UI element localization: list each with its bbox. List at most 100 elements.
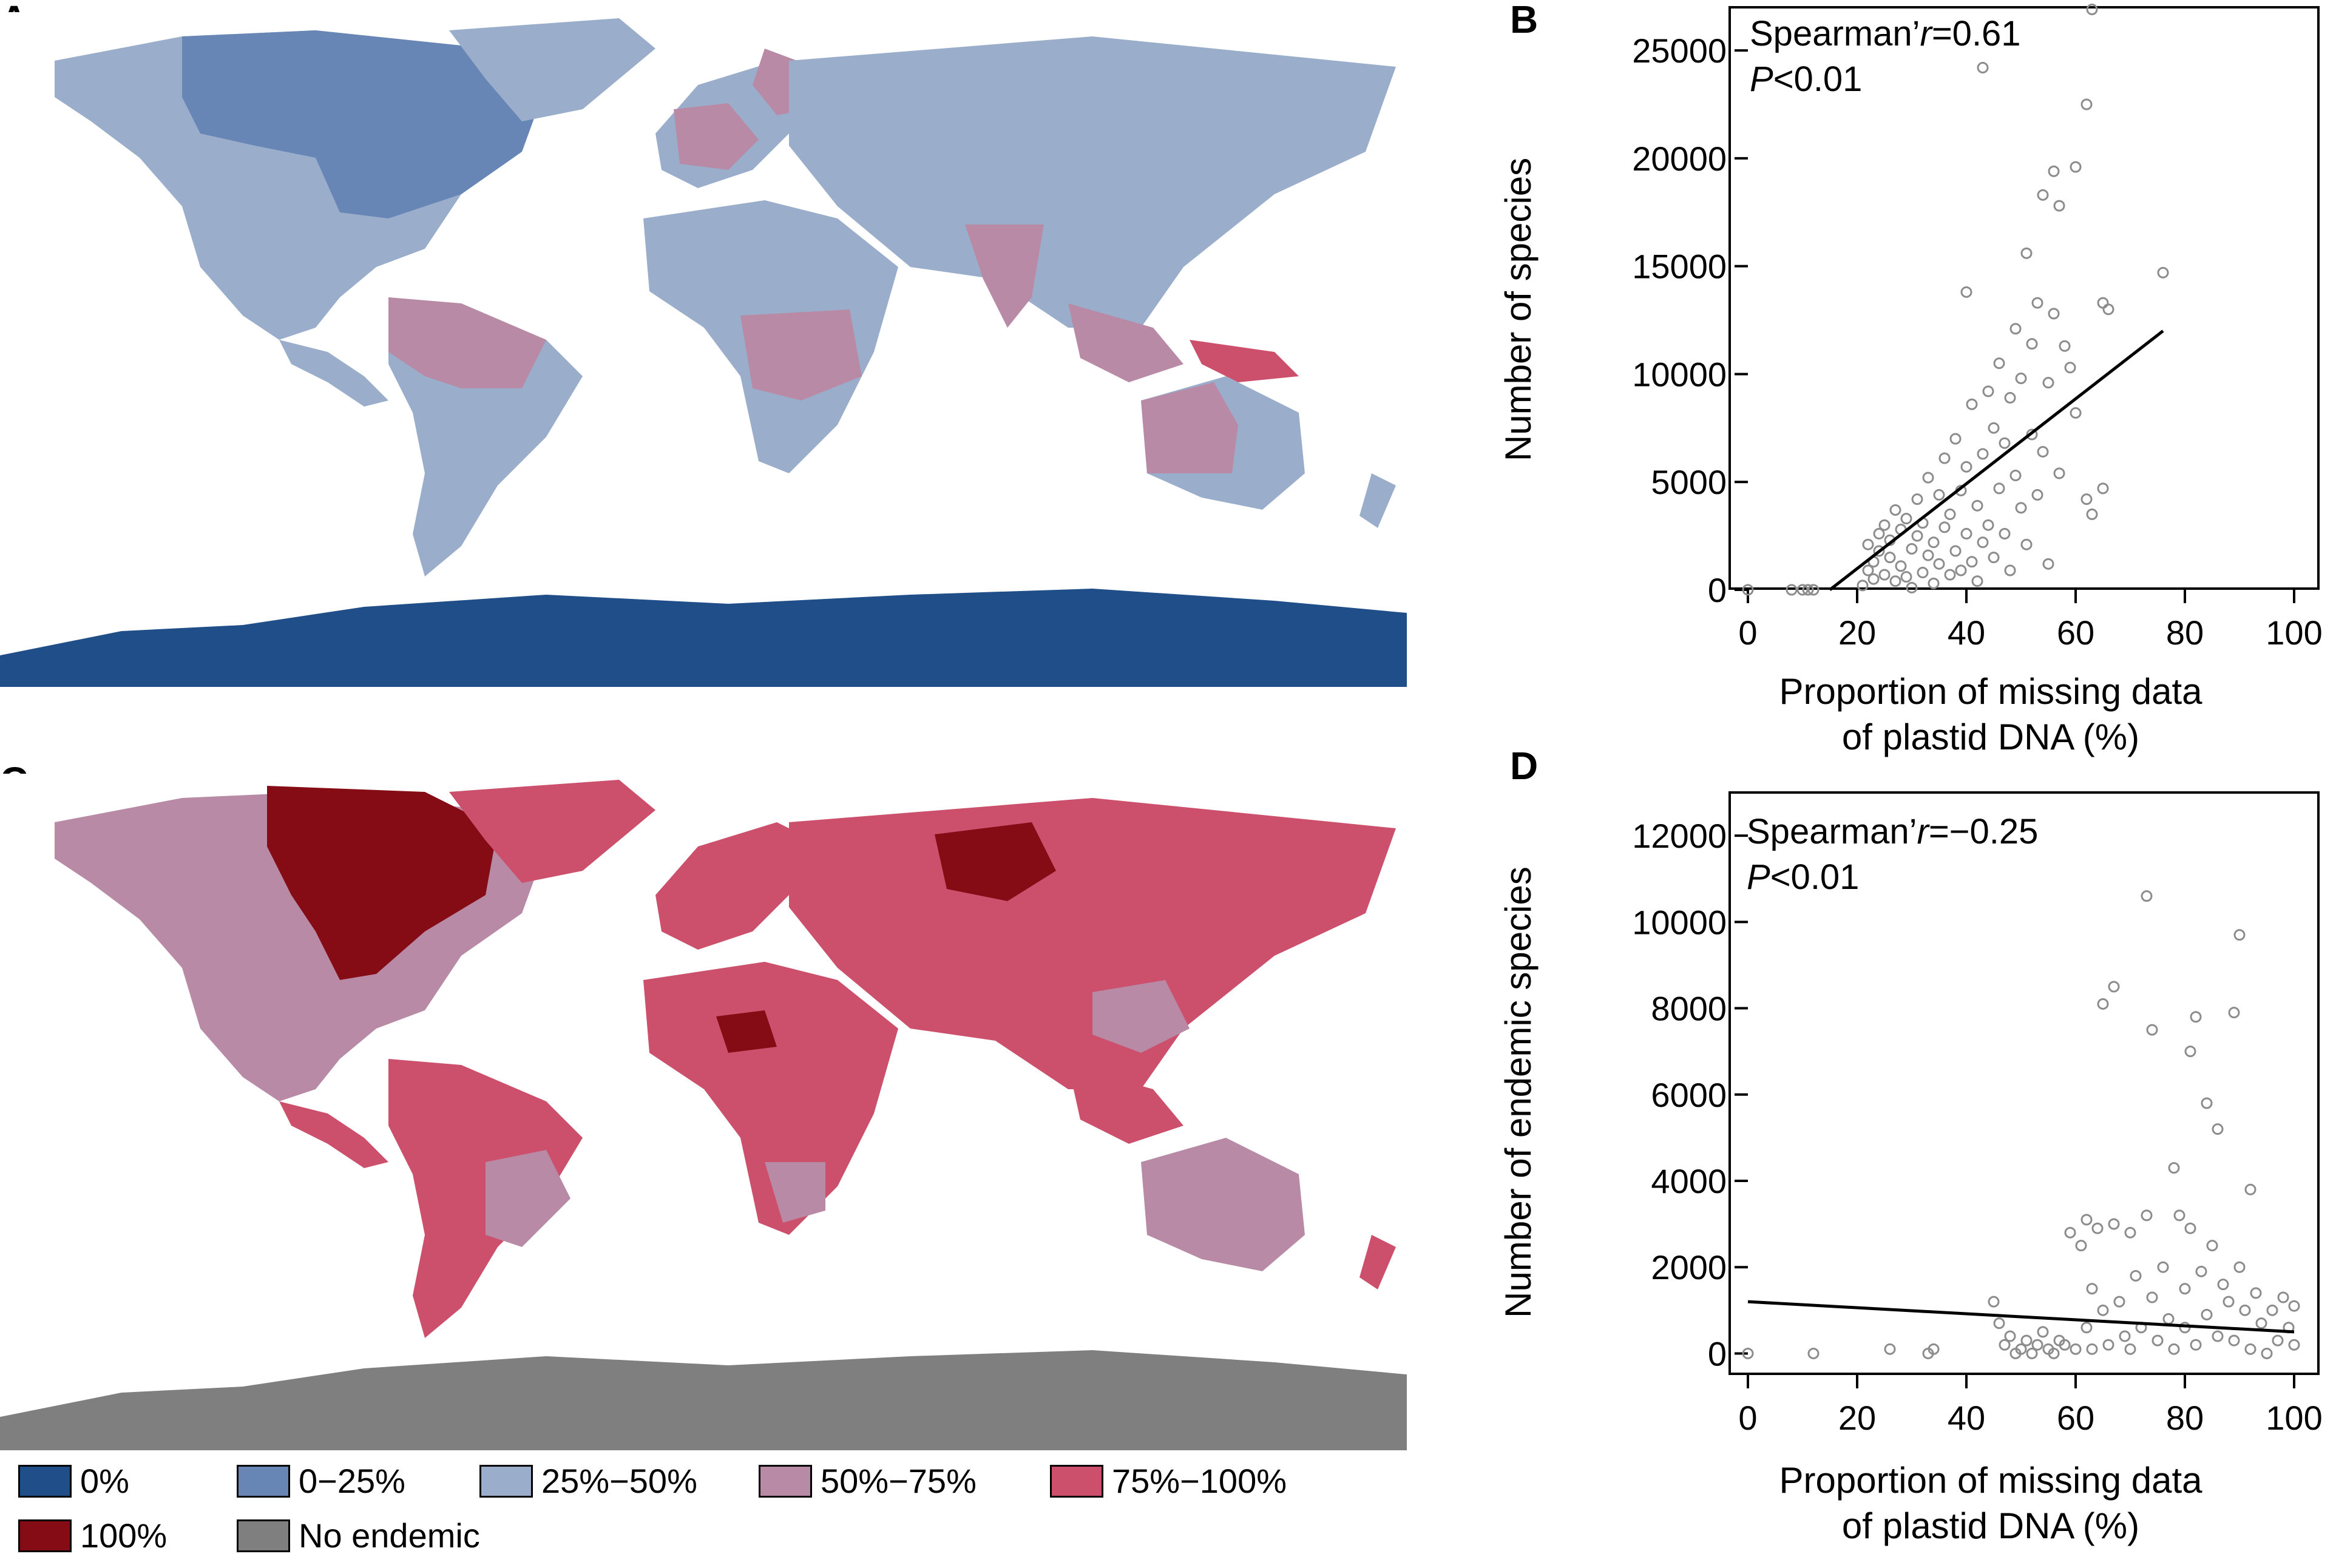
- chart-b-point-77: [2053, 467, 2065, 479]
- chart-d-point-46: [2168, 1343, 2180, 1355]
- legend-swatch-0: [18, 1464, 72, 1498]
- legend-swatch-6: [237, 1519, 290, 1552]
- chart-b-point-65: [2020, 538, 2033, 550]
- chart-b-fit-line: [1829, 329, 2164, 591]
- chart-b-point-58: [2004, 392, 2016, 404]
- map-a-india: [965, 225, 1044, 328]
- chart-b-point-24: [1911, 530, 1923, 542]
- map-a-asia: [789, 36, 1396, 328]
- chart-d-xtick-label-3: 60: [2057, 1399, 2094, 1437]
- chart-d-point-25: [2086, 1343, 2098, 1355]
- chart-b-point-57: [1999, 437, 2011, 449]
- map-c-antarctica: [0, 1350, 1407, 1450]
- map-c-greenland: [449, 780, 655, 883]
- chart-d-point-70: [2255, 1317, 2267, 1330]
- chart-b-point-64: [2020, 247, 2033, 259]
- chart-d-annotation-r: Spearman’r=−0.25: [1747, 812, 2038, 851]
- chart-b-point-62: [2015, 502, 2027, 514]
- chart-b-ytick-label-5: 25000: [1632, 32, 1727, 70]
- chart-d-ytick-label-1: 2000: [1651, 1248, 1727, 1286]
- legend-item-0: 0%: [18, 1461, 129, 1501]
- chart-b-point-69: [2031, 297, 2043, 309]
- legend-item-3: 50%−75%: [759, 1461, 977, 1501]
- chart-d-point-13: [2031, 1339, 2043, 1351]
- chart-b-point-22: [1906, 542, 1918, 555]
- chart-b-point-75: [2048, 308, 2060, 320]
- chart-b-point-21: [1900, 513, 1912, 525]
- chart-b-point-9: [1867, 573, 1880, 585]
- chart-b-point-73: [2042, 558, 2054, 570]
- chart-b-point-16: [1889, 575, 1901, 587]
- map-c-asia: [789, 798, 1396, 1089]
- chart-d-xtick-label-2: 40: [1948, 1399, 1985, 1437]
- chart-d-point-60: [2217, 1279, 2229, 1291]
- chart-d-point-14: [2037, 1326, 2049, 1338]
- chart-b-point-12: [1878, 569, 1891, 581]
- chart-b-point-39: [1949, 433, 1962, 445]
- chart-d-point-1: [1807, 1347, 1820, 1359]
- chart-d-ylabel: Number of endemic species: [1498, 867, 1539, 1318]
- chart-d-point-55: [2201, 1097, 2213, 1109]
- chart-b-point-72: [2042, 377, 2054, 389]
- chart-d-point-68: [2244, 1343, 2256, 1355]
- chart-b-point-76: [2053, 200, 2065, 212]
- chart-d-point-16: [2048, 1347, 2060, 1359]
- chart-b-point-83: [2080, 493, 2093, 505]
- map-a-antarctica: [0, 589, 1407, 687]
- chart-d-point-10: [2015, 1343, 2027, 1355]
- chart-b-point-53: [1988, 552, 2000, 564]
- chart-b-point-28: [1922, 549, 1934, 561]
- chart-b-ytick-label-2: 10000: [1632, 355, 1727, 393]
- chart-d-point-77: [2288, 1339, 2300, 1351]
- chart-d-ytick-label-2: 4000: [1651, 1162, 1727, 1200]
- chart-b-xtick-label-3: 60: [2057, 613, 2094, 652]
- chart-b-point-87: [2097, 482, 2109, 495]
- chart-b-plot-frame: [1728, 6, 2320, 590]
- chart-b-point-90: [1977, 62, 1989, 74]
- map-c-australia: [1141, 1138, 1305, 1271]
- chart-b-point-14: [1884, 552, 1896, 564]
- chart-d-point-11: [2020, 1334, 2033, 1347]
- chart-d-point-42: [2151, 1334, 2164, 1347]
- chart-b-point-47: [1971, 575, 1983, 587]
- map-c-new-zealand: [1359, 1235, 1396, 1289]
- chart-b-point-74: [2048, 165, 2060, 177]
- chart-d-point-34: [2124, 1226, 2136, 1239]
- chart-b-xtick-label-2: 40: [1948, 613, 1985, 652]
- map-a-central-africa: [740, 309, 862, 400]
- map-a-canada-east: [182, 30, 546, 218]
- chart-b-xtick-label-5: 100: [2266, 613, 2322, 652]
- chart-b-point-4: [1807, 584, 1820, 596]
- chart-b-point-20: [1900, 571, 1912, 583]
- chart-d-point-66: [2239, 1304, 2251, 1316]
- chart-b-annotation-prefix: Spearman’: [1750, 14, 1920, 53]
- chart-b-point-63: [2015, 373, 2027, 385]
- chart-b-point-68: [2031, 489, 2043, 501]
- chart-b-point-35: [1938, 452, 1951, 464]
- legend-label-5: 100%: [80, 1516, 168, 1555]
- chart-d-point-33: [2119, 1330, 2131, 1342]
- chart-b-ylabel: Number of species: [1498, 158, 1539, 461]
- legend-swatch-1: [237, 1464, 290, 1498]
- map-a-amazon: [388, 297, 546, 388]
- chart-b-point-71: [2037, 445, 2049, 458]
- chart-d-ytick-label-5: 10000: [1632, 903, 1727, 941]
- legend-item-5: 100%: [18, 1516, 167, 1555]
- map-c-central-america: [279, 1101, 388, 1168]
- chart-d-point-6: [1993, 1317, 2005, 1330]
- chart-d-point-65: [2233, 1261, 2246, 1273]
- chart-b-point-33: [1933, 558, 1945, 570]
- chart-d-xlabel-line2: of plastid DNA (%): [1842, 1505, 2139, 1546]
- chart-b-point-3: [1802, 584, 1814, 596]
- chart-b-point-81: [2070, 407, 2082, 419]
- chart-b-annotation-p-var: P: [1750, 59, 1773, 99]
- chart-d-point-27: [2097, 998, 2109, 1010]
- chart-b-point-66: [2026, 428, 2038, 441]
- panel-letter-b: B: [1510, 0, 1539, 41]
- chart-d-points: [1742, 890, 2300, 1359]
- chart-b-point-0: [1742, 584, 1754, 596]
- chart-d-point-52: [2190, 1011, 2202, 1023]
- chart-b-point-37: [1944, 509, 1956, 521]
- chart-d-point-41: [2146, 1291, 2158, 1303]
- chart-b-point-2: [1796, 584, 1809, 596]
